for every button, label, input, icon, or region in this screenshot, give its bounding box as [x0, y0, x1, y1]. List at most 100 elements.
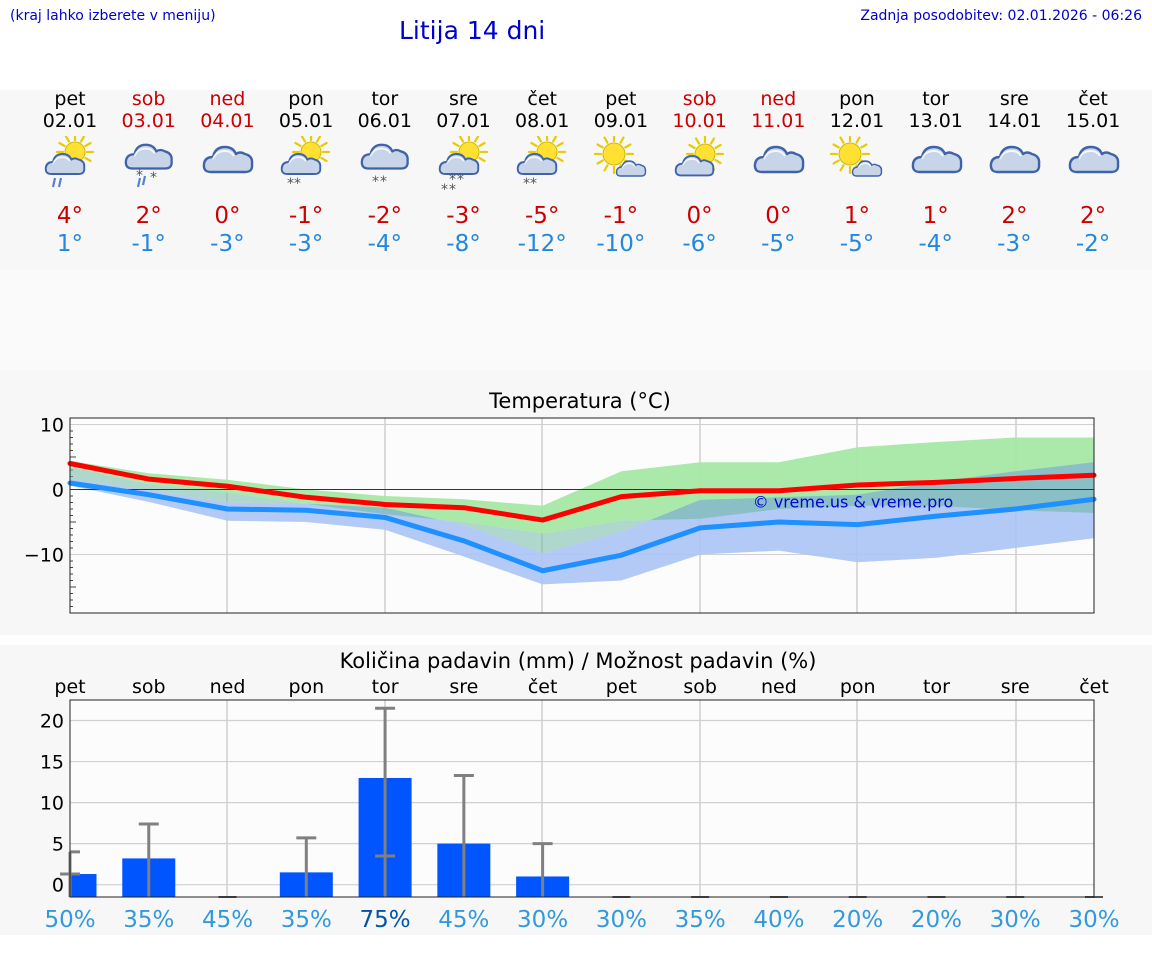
plot-frame [69, 699, 1095, 898]
day-date: 06.01 [357, 110, 412, 132]
raindrop-shape [51, 177, 57, 188]
x-category-label: pon [840, 676, 876, 698]
day-name: pon [288, 88, 324, 110]
day-name: čet [1078, 88, 1108, 110]
day-column: sre 14.01 2° -3° [974, 88, 1054, 258]
cloud-icon [1068, 145, 1120, 174]
day-name: ned [760, 88, 797, 110]
day-column: sob 03.01 * * 2° -1° [109, 88, 189, 258]
sun-cloud-rain-icon [44, 136, 95, 188]
raindrop-shape [141, 175, 146, 186]
probability-label: 30% [596, 907, 647, 933]
min-temperature: -8° [446, 231, 481, 257]
max-temperature: -1° [603, 203, 639, 229]
max-temperature: -3° [446, 203, 481, 229]
max-temperature: 1° [843, 203, 871, 229]
day-name: pet [54, 88, 86, 110]
max-temperature: 0° [686, 203, 713, 229]
day-name: sre [449, 88, 478, 110]
cloud-shape [516, 153, 558, 175]
snowflake-shape: * [449, 172, 456, 188]
plot-area [69, 699, 1095, 898]
cloud-snow-icon: * * [360, 143, 409, 190]
location-menu-hint[interactable]: (kraj lahko izberete v meniju) [10, 8, 216, 24]
max-temperature: 2° [1001, 203, 1028, 229]
chart-title: Količina padavin (mm) / Možnost padavin … [340, 649, 817, 673]
probability-label: 20% [911, 907, 962, 933]
cloud-shape [911, 145, 962, 174]
x-category-label: sob [132, 676, 166, 698]
cloud-shape [851, 160, 883, 177]
x-category-label: čet [1079, 676, 1109, 698]
day-date: 08.01 [514, 110, 570, 132]
max-temperature: -1° [288, 203, 324, 229]
cloud-icon [990, 145, 1041, 174]
cloud-shape [44, 153, 86, 175]
min-temperature: -5° [839, 231, 875, 257]
min-temperature: -3° [288, 231, 324, 257]
cloud-icon [911, 145, 962, 174]
min-temperature: -4° [918, 231, 953, 257]
cloud-icon [753, 145, 805, 174]
precipitation-chart: Količina padavin (mm) / Možnost padavin … [40, 649, 1120, 933]
day-column: čet 15.01 2° -2° [1053, 88, 1133, 258]
cloud-sleet-icon: * * [124, 143, 173, 188]
spacer-panel [0, 270, 1152, 370]
min-temperature: -5° [761, 231, 796, 257]
snowflake-shape: * [441, 182, 448, 196]
min-temperature: -4° [367, 231, 403, 257]
x-category-label: pon [288, 676, 324, 698]
sun-shape [829, 136, 871, 175]
snowflake-shape: * [150, 170, 157, 186]
day-column: ned 04.01 0° -3° [187, 88, 267, 258]
min-temperature: -2° [1075, 231, 1111, 257]
cloud-shape [615, 160, 647, 177]
min-temperature: -6° [682, 231, 717, 257]
probability-label: 50% [44, 907, 95, 933]
cloud-shape [674, 154, 714, 177]
min-temperature: -1° [131, 231, 166, 257]
day-column: pon 12.01 1° -5° [817, 88, 897, 258]
snowflake-shape: * [287, 176, 294, 192]
day-name: tor [922, 88, 950, 110]
cloud-shape [990, 145, 1041, 174]
last-update-label: Zadnja posodobitev: 02.01.2026 - 06:26 [860, 8, 1142, 24]
y-tick-label: 0 [52, 480, 64, 502]
max-temperature: -5° [524, 203, 560, 229]
max-temperature: 2° [135, 203, 162, 229]
x-category-label: pet [606, 676, 637, 698]
day-date: 03.01 [121, 110, 176, 132]
min-temperature: -10° [596, 231, 646, 257]
x-category-label: pet [54, 676, 85, 698]
probability-label: 40% [753, 907, 804, 933]
y-tick-label: −10 [24, 545, 64, 567]
raindrop-shape [57, 177, 63, 188]
sun-cloud-snow-icon: * * [516, 136, 567, 192]
daily-forecast-panel [0, 90, 1152, 270]
sun-small-cloud-icon [593, 136, 647, 177]
max-temperature: -2° [367, 203, 403, 229]
day-date: 12.01 [829, 110, 885, 132]
snowflake-shape: * [449, 182, 456, 196]
snowflake-shape: * [530, 176, 537, 192]
max-range-band [70, 437, 1094, 534]
min-temperature: -3° [997, 231, 1032, 257]
day-date: 15.01 [1065, 110, 1121, 132]
cloud-shape [360, 143, 409, 170]
y-tick-label: 20 [40, 711, 64, 733]
snowflake-shape: * [523, 176, 530, 192]
day-date: 10.01 [672, 110, 727, 132]
raindrop-shape [136, 177, 141, 188]
cloud-icon [203, 145, 254, 174]
probability-label: 30% [990, 907, 1041, 933]
cloud-shape [203, 145, 254, 174]
snowflake-shape: * [294, 176, 301, 192]
x-category-label: ned [210, 676, 246, 698]
probability-label: 35% [123, 907, 174, 933]
probability-label: 30% [1068, 907, 1119, 933]
band-overlap [70, 462, 1094, 554]
day-column: sre 07.01 * * * * -3° -8° [424, 88, 504, 258]
max-temperature-line [67, 461, 1097, 523]
day-date: 11.01 [751, 110, 806, 132]
day-column: čet 08.01 * * -5° -12° [502, 88, 582, 258]
